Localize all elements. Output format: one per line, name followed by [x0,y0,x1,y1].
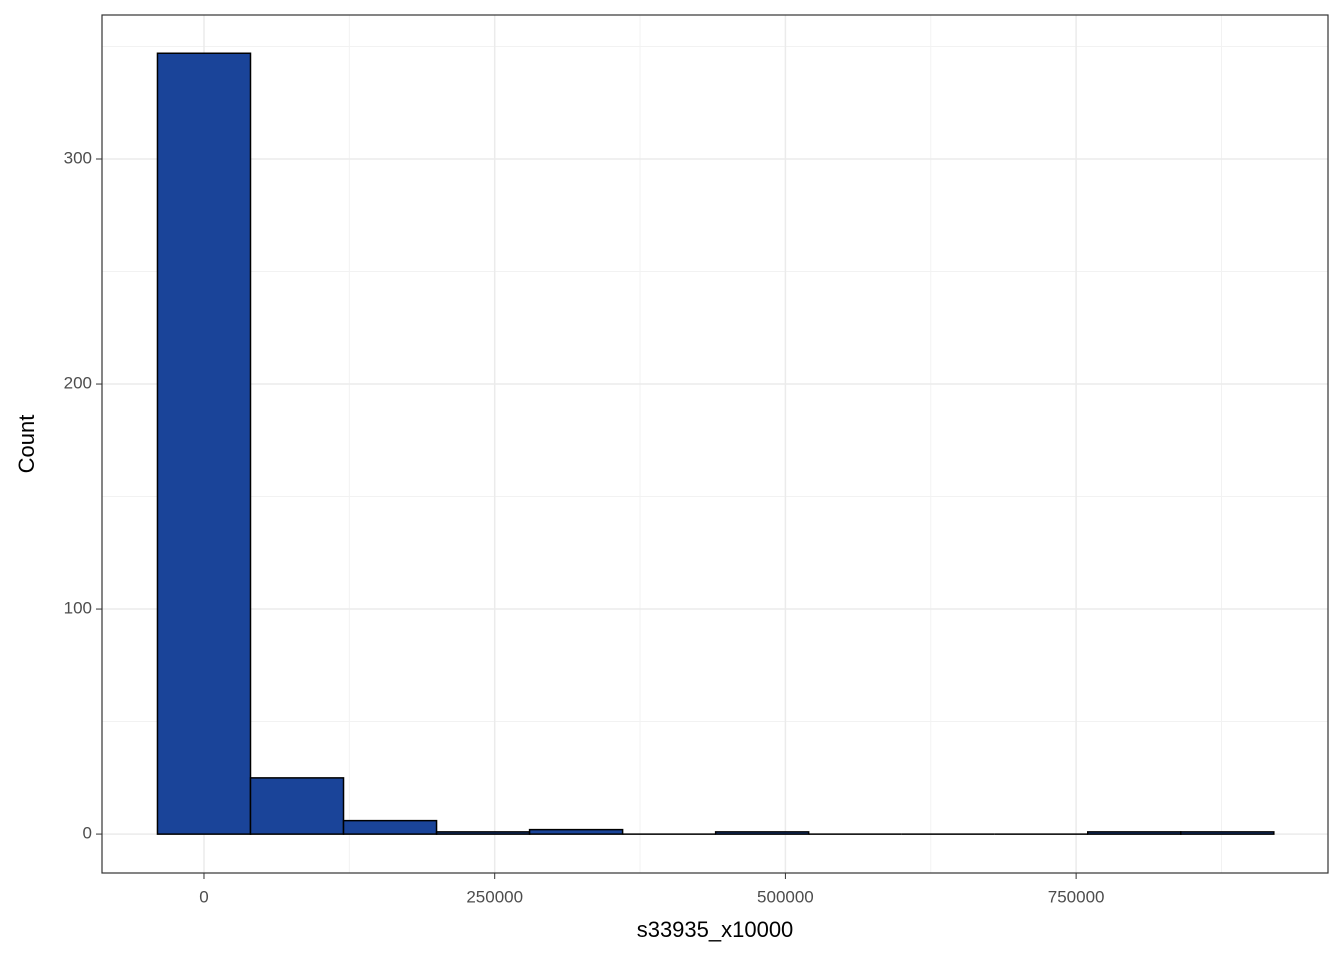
x-tick-label: 750000 [1048,887,1105,906]
y-tick-label: 0 [83,824,92,843]
x-axis-label: s33935_x10000 [637,917,794,942]
bars [156,52,1275,835]
bar [249,777,345,835]
y-tick-label: 100 [64,599,92,618]
bar [435,831,531,835]
y-tick-label: 300 [64,148,92,167]
x-tick-label: 250000 [466,887,523,906]
bar [156,52,252,835]
bar [342,819,438,835]
bar [1087,831,1182,835]
bar [714,831,810,835]
bar [1180,831,1275,835]
bar [528,828,624,835]
y-axis-label: Count [14,415,39,474]
x-tick-label: 500000 [757,887,814,906]
y-tick-label: 200 [64,374,92,393]
x-tick-label: 0 [199,887,208,906]
panel-border [101,14,1329,874]
